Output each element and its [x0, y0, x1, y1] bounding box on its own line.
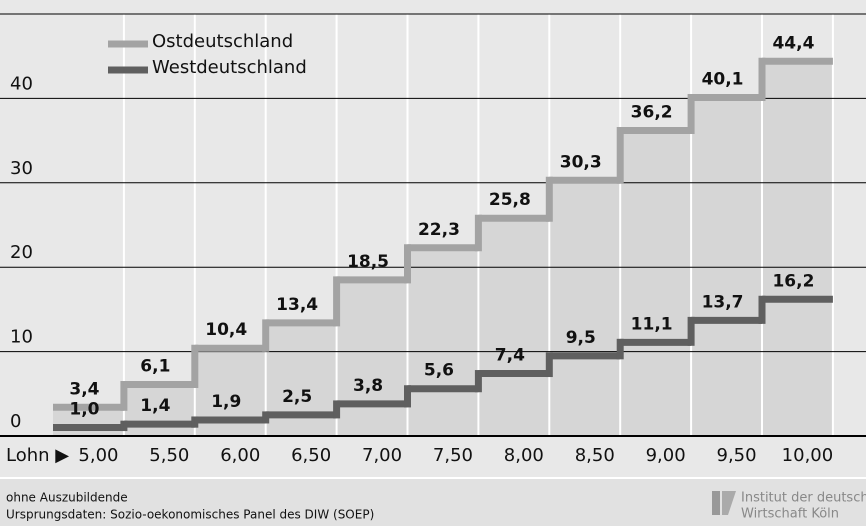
plot: 0 10 20 30 40 3,4 6,1 10,4 13,4 18,5 22,3 25,8 30,3 3…: [0, 13, 866, 466]
x-tick-label: 9,00: [646, 445, 686, 466]
value-label: 13,7: [702, 292, 744, 312]
value-label: 16,2: [772, 271, 814, 291]
x-tick-label: 9,50: [717, 445, 757, 466]
value-label: 30,3: [560, 152, 602, 172]
x-tick-label: 6,50: [291, 445, 331, 466]
y-tick-label: 10: [10, 327, 33, 348]
footer-band: [0, 479, 866, 526]
note: Ursprungsdaten: Sozio-oekonomisches Pane…: [6, 508, 374, 522]
logo-text: Institut der deutsche: [741, 491, 866, 506]
logo-icon: [712, 491, 736, 515]
x-tick-label: 7,00: [362, 445, 402, 466]
x-tick-label: 8,00: [504, 445, 544, 466]
y-tick-label: 0: [10, 411, 21, 432]
legend-label: Ostdeutschland: [152, 31, 293, 52]
value-label: 9,5: [566, 328, 596, 348]
value-label: 3,4: [69, 379, 99, 399]
value-label: 1,9: [211, 392, 241, 412]
logo-text: Wirtschaft Köln: [741, 507, 839, 522]
note: ohne Auszubildende: [6, 491, 128, 505]
value-label: 40,1: [702, 70, 744, 90]
value-label: 6,1: [140, 357, 170, 377]
x-tick-label: 6,00: [220, 445, 260, 466]
value-label: 1,0: [69, 400, 99, 420]
value-label: 11,1: [631, 314, 673, 334]
x-tick-label: 5,50: [149, 445, 189, 466]
y-tick-label: 20: [10, 242, 33, 263]
value-label: 3,8: [353, 376, 383, 396]
x-tick-label: 7,50: [433, 445, 473, 466]
value-label: 1,4: [140, 396, 170, 416]
legend-label: Westdeutschland: [152, 57, 307, 78]
value-label: 7,4: [495, 346, 525, 366]
value-label: 13,4: [276, 295, 318, 315]
value-label: 36,2: [631, 102, 673, 122]
value-label: 5,6: [424, 361, 454, 381]
x-tick-label: 8,50: [575, 445, 615, 466]
x-tick-label: 10,00: [782, 445, 834, 466]
value-label: 44,4: [772, 33, 814, 53]
value-label: 18,5: [347, 252, 389, 272]
value-label: 2,5: [282, 387, 312, 407]
value-label: 22,3: [418, 220, 460, 240]
value-label: 25,8: [489, 190, 531, 210]
x-tick-label: 5,00: [78, 445, 118, 466]
y-tick-label: 40: [10, 73, 33, 94]
y-tick-label: 30: [10, 158, 33, 179]
value-label: 10,4: [205, 320, 247, 340]
x-axis-label: Lohn ▶: [6, 445, 69, 466]
